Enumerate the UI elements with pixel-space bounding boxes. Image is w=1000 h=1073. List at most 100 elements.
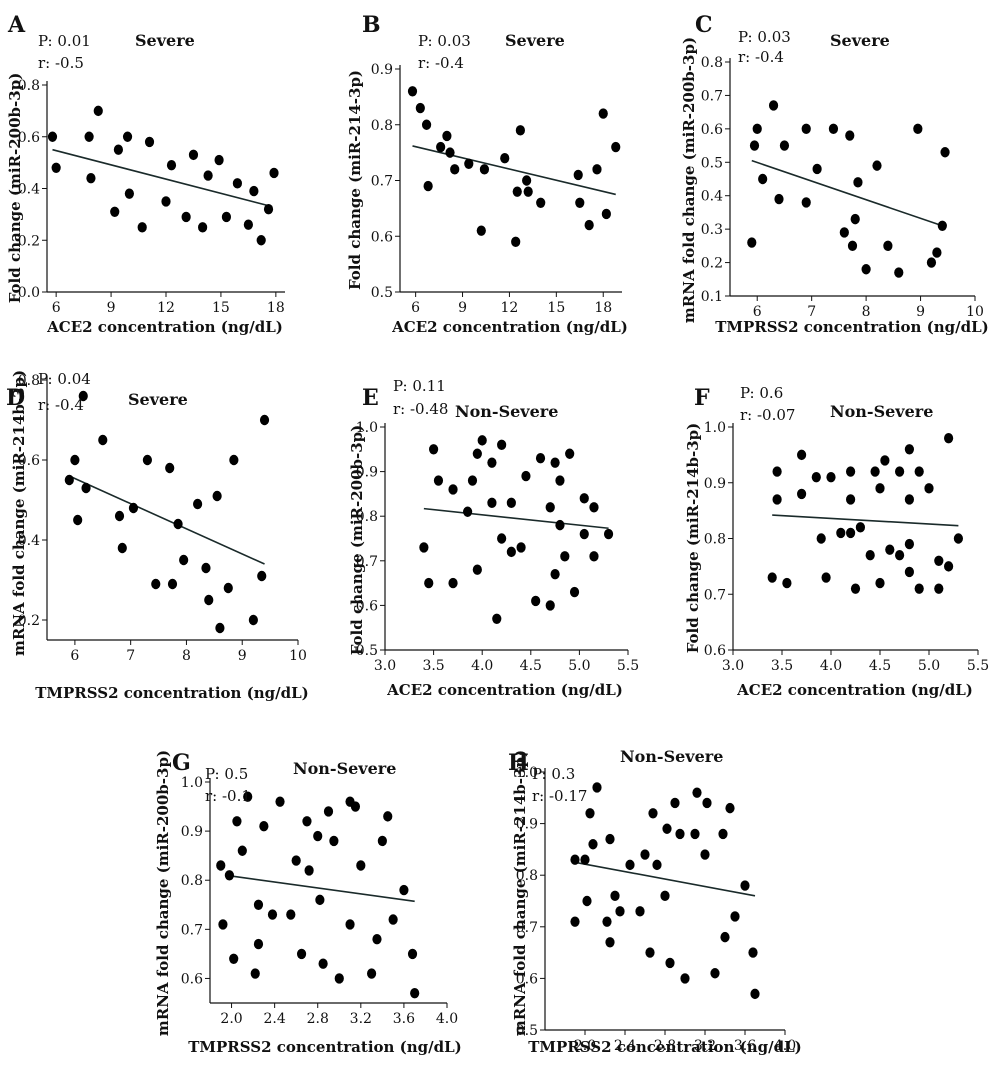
y-tick-label: 0.7 [701,88,723,104]
data-point [487,497,497,509]
data-point [730,911,740,922]
data-point [81,482,91,494]
data-point [383,811,393,822]
x-tick-label: 2.0 [220,1011,242,1027]
data-point [407,86,418,97]
x-tick-label: 5.0 [918,658,940,674]
data-point [223,582,233,594]
data-point [356,860,366,871]
data-point [419,542,429,553]
data-point [588,839,598,850]
y-tick-label: 0.6 [371,229,393,245]
data-point [894,267,904,278]
data-point [904,566,915,578]
r-value: r: -0.1 [205,787,251,805]
data-point [645,947,655,958]
x-tick-label: 5.5 [967,658,989,674]
y-tick-label: 0.4 [701,189,723,205]
data-point [144,136,155,148]
data-point [535,453,546,464]
data-point [256,235,266,246]
group-label: Non-Severe [293,759,396,778]
data-point [924,483,934,494]
data-point [720,931,730,943]
data-point [640,849,650,860]
y-tick-label: 1.0 [516,765,538,781]
data-point [565,448,575,459]
data-point [934,583,944,594]
x-tick-label: 4.0 [774,1038,796,1054]
data-point [895,466,905,477]
p-value: P: 0.3 [532,765,575,783]
p-value: P: 0.03 [738,28,791,46]
panel-letter: E [362,385,379,411]
x-axis-label: ACE2 concentration (ng/dL) [391,318,628,336]
data-point [372,933,382,945]
data-point [243,791,253,802]
data-point [904,494,915,505]
data-point [610,890,620,902]
data-point [944,561,954,572]
data-point [64,474,74,486]
group-label: Non-Severe [830,402,933,421]
data-point [512,186,522,197]
data-point [350,801,361,812]
y-tick-label: 0.8 [18,373,40,389]
data-point [259,414,270,426]
x-tick-label: 3.2 [350,1011,372,1027]
panel-letter: F [694,385,710,411]
data-point [137,222,147,233]
data-point [872,160,882,171]
data-point [318,958,328,969]
panel-d: 6 7 8 9 10 0.2 0.4 0.6 0.8D P: 0.04 r: -0.4 Severe T… [6,370,309,702]
data-point [555,475,565,486]
data-point [826,471,836,483]
data-point [768,100,779,111]
x-tick-label: 3.5 [422,658,444,674]
data-point [944,432,954,444]
data-point [423,180,433,192]
data-point [531,595,541,607]
data-point [415,102,425,114]
x-tick-label: 6 [753,304,762,320]
y-tick-label: 0.8 [701,55,723,71]
y-tick-label: 0.7 [356,554,378,570]
x-tick-label: 6 [411,300,420,316]
x-axis-label: TMPRSS2 concentration (ng/dL) [715,318,989,336]
x-tick-label: 18 [267,300,285,316]
data-point [515,125,525,136]
y-tick-label: 0.5 [356,643,378,659]
data-point [506,497,516,509]
x-tick-label: 15 [547,300,565,316]
x-tick-label: 8 [862,304,871,320]
y-tick-label: 0.9 [704,476,726,492]
x-tick-label: 4.5 [869,658,891,674]
x-axis-label: TMPRSS2 concentration (ng/dL) [35,684,309,702]
data-point [582,895,592,907]
data-point [880,455,890,466]
data-point [304,865,314,876]
data-point [670,797,680,809]
x-tick-label: 6 [70,648,79,664]
group-label: Severe [135,31,195,50]
data-point [895,550,905,561]
data-point [291,855,301,866]
x-tick-label: 4.5 [520,658,542,674]
data-point [128,502,139,514]
data-point [725,802,735,814]
y-axis-label: mRNA fold change (miR-214b-3p) [511,750,529,1036]
data-point [450,164,460,175]
data-point [850,213,860,225]
x-tick-label: 18 [594,300,612,316]
data-point [84,131,94,142]
data-point [421,119,432,130]
data-point [124,188,134,199]
r-value: r: -0.48 [393,400,448,418]
data-point [232,178,242,189]
p-value: P: 0.11 [393,377,446,395]
data-point [914,583,924,594]
data-point [334,973,344,984]
data-point [229,454,239,466]
data-point [752,123,762,135]
data-point [86,172,96,184]
